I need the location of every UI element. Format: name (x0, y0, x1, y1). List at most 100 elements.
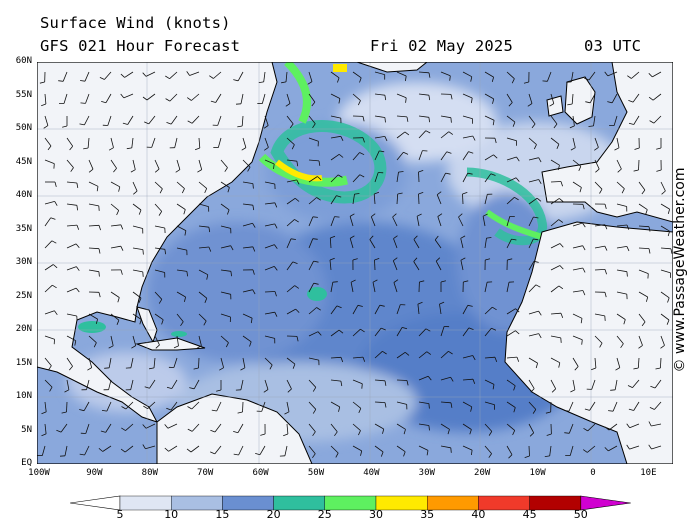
wind-barb (528, 379, 535, 389)
wind-barb (660, 203, 670, 210)
wind-barb (130, 357, 134, 368)
wind-barb-flag (210, 100, 216, 103)
wind-barb (330, 135, 341, 139)
wind-barb (435, 261, 442, 271)
wind-barb (88, 269, 99, 273)
wind-barb-flag (96, 186, 99, 192)
wind-barb-flag (369, 235, 374, 240)
wind-barb-flag (628, 100, 634, 103)
wind-barb (506, 93, 513, 103)
wind-barb (374, 401, 386, 403)
wind-barb-flag (470, 406, 473, 412)
wind-barb-flag (393, 279, 399, 283)
wind-barb (154, 203, 162, 212)
wind-barb (242, 203, 253, 206)
wind-barb-flag (491, 76, 494, 83)
wind-barb-flag (604, 447, 609, 452)
wind-barb-flag (641, 189, 646, 195)
wind-barb (286, 285, 295, 293)
wind-barb-flag (126, 147, 132, 150)
wind-barb (638, 335, 643, 346)
wind-barb (484, 401, 495, 406)
wind-barb (88, 357, 93, 368)
wind-barb (286, 137, 295, 145)
wind-barb-flag (584, 77, 590, 81)
wind-barb-flag (560, 313, 564, 319)
wind-barb-flag (460, 257, 466, 261)
wind-barb (352, 194, 355, 205)
wind-barb-flag (295, 308, 300, 313)
lon-label: 10E (640, 468, 657, 478)
wind-map[interactable] (37, 62, 673, 464)
lon-label: 60W (252, 468, 269, 478)
lon-label: 50W (307, 468, 325, 478)
wind-barb (396, 115, 408, 118)
wind-barb-flag (468, 151, 474, 154)
wind-barb-flag (360, 450, 363, 456)
wind-barb-flag (492, 384, 495, 390)
wind-barb-flag (626, 224, 630, 230)
wind-barb-flag (187, 406, 193, 410)
wind-barb (374, 93, 385, 96)
lat-label: 5N (21, 424, 32, 435)
wind-barb (594, 335, 603, 344)
wind-barb (484, 328, 492, 337)
wind-barb-flag (361, 383, 363, 389)
wind-barb-flag (434, 235, 439, 241)
wind-barb-flag (316, 307, 321, 311)
wind-barb-flag (292, 363, 296, 369)
wind-barb-flag (51, 240, 57, 244)
wind-barb (308, 401, 317, 410)
wind-barb-flag (230, 245, 234, 251)
wind-barb (528, 93, 533, 104)
wind-barb-flag (98, 271, 100, 277)
wind-barb-flag (64, 389, 70, 393)
wind-barb (329, 237, 332, 249)
wind-barb (568, 423, 574, 434)
wind-barb (154, 225, 165, 229)
wind-barb (198, 269, 208, 276)
wind-barb (439, 304, 442, 315)
wind-barb (550, 243, 561, 249)
wind-barb-flag (384, 136, 388, 142)
wind-barb (396, 71, 407, 77)
wind-barb (286, 357, 296, 365)
wind-barb-flag (164, 249, 166, 255)
wind-barb-flag (405, 75, 407, 82)
wind-barb (217, 137, 222, 148)
storm-system-north (258, 62, 387, 204)
wind-barb (44, 137, 52, 147)
wind-barb (374, 150, 380, 161)
lat-label: 35N (15, 223, 32, 234)
wind-barb-flag (467, 172, 473, 175)
wind-barb (572, 115, 575, 126)
wind-barb (352, 71, 362, 79)
wind-barb-flag (149, 367, 155, 370)
wind-barb (87, 137, 90, 149)
wind-barb (176, 291, 186, 298)
wind-barb-flag (273, 266, 278, 271)
wind-barb-flag (80, 80, 86, 82)
wind-barb (88, 335, 97, 343)
wind-barb-flag (79, 123, 85, 126)
wind-barb (107, 115, 112, 126)
wind-barb-flag (186, 271, 188, 277)
wind-barb (148, 115, 156, 125)
lat-label: 60N (15, 56, 32, 66)
wind-barb-flag (249, 341, 252, 347)
wind-barb (66, 401, 68, 413)
wind-barb-flag (428, 403, 430, 409)
wind-barb-flag (334, 431, 338, 437)
wind-barb (193, 379, 200, 389)
wind-barb (374, 136, 385, 139)
wind-barb (132, 159, 136, 170)
wind-barb-flag (76, 205, 78, 211)
wind-barb-flag (53, 264, 58, 269)
wind-barb (62, 71, 68, 82)
wind-barb (550, 115, 558, 125)
wind-barb (352, 328, 361, 337)
wind-barb (145, 71, 156, 77)
wind-barb-flag (122, 122, 128, 125)
europe-land (541, 62, 673, 223)
wind-barb-flag (138, 209, 142, 215)
